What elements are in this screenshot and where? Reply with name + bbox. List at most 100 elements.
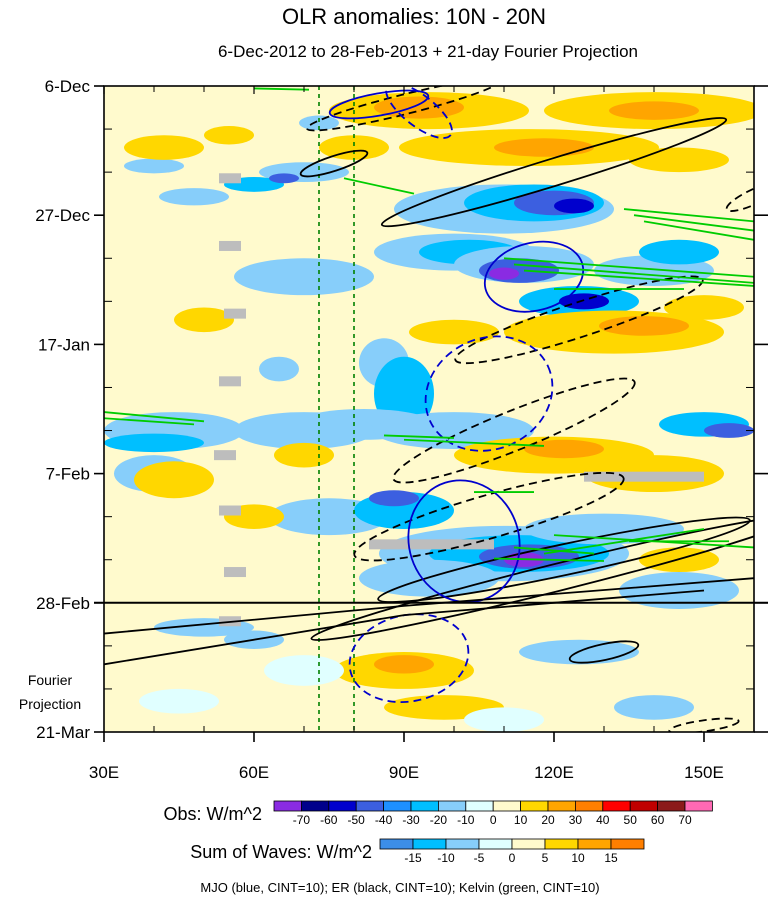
y-tick-label: 7-Feb	[46, 465, 90, 484]
anomaly-patch	[159, 188, 229, 206]
missing-data-patch	[219, 240, 241, 251]
colorbar-swatch	[684, 800, 713, 812]
colorbar-swatch	[610, 838, 645, 850]
kelvin-contour	[383, 434, 455, 439]
er-contour	[725, 181, 754, 212]
anomaly-patch	[409, 319, 499, 345]
kelvin-contour	[543, 528, 705, 555]
kelvin-contour	[343, 177, 415, 195]
colorbar-tick-label: -5	[474, 851, 485, 865]
colorbar-swatch	[379, 838, 414, 850]
kelvin-contour	[403, 438, 545, 447]
colorbar-swatch	[445, 838, 480, 850]
er-contour	[306, 86, 502, 132]
kelvin-contour	[523, 269, 754, 287]
kelvin-contour	[493, 557, 605, 562]
y-axis: 6-Dec 27-Dec 17-Jan 7-Feb 28-Feb 21-Mar	[35, 77, 768, 742]
colorbar-swatch	[629, 800, 659, 812]
missing-data-patch	[219, 173, 241, 184]
colorbar-tick-label: 30	[569, 813, 583, 827]
projection-label-line-2: Projection	[19, 696, 81, 712]
missing-data-patch	[219, 376, 241, 387]
kelvin-contour	[513, 263, 754, 284]
anomaly-patch	[489, 267, 519, 280]
anomaly-patch	[614, 695, 694, 720]
colorbar-swatch	[547, 800, 576, 812]
colorbar-tick-label: -10	[457, 813, 475, 827]
er-contour	[299, 149, 369, 178]
colorbar-tick-label: 20	[541, 813, 555, 827]
x-tick-label: 150E	[684, 763, 724, 782]
colorbar-tick-label: 0	[490, 813, 497, 827]
anomaly-patch	[204, 125, 254, 145]
colorbar-swatch	[300, 800, 330, 812]
anomaly-patch	[269, 173, 299, 184]
anomaly-patch	[174, 307, 234, 333]
waves-legend-label: Sum of Waves: W/m^2	[190, 842, 372, 862]
colorbar-tick-label: 10	[514, 813, 528, 827]
kelvin-contour	[503, 257, 754, 278]
plot-frame	[103, 85, 755, 733]
anomaly-patch	[259, 356, 299, 382]
colorbar-tick-label: -60	[320, 813, 338, 827]
missing-data-patch	[224, 567, 246, 578]
anomaly-patch	[664, 295, 744, 320]
er-contour	[392, 377, 636, 484]
er-contour	[310, 515, 754, 641]
kelvin-contour	[104, 411, 205, 423]
anomaly-patch	[704, 423, 754, 438]
colorbar-swatch	[520, 800, 549, 812]
anomaly-patch	[139, 688, 219, 714]
mjo-contour	[328, 89, 430, 120]
er-contour	[353, 471, 625, 562]
y-tick-label: 17-Jan	[38, 335, 90, 354]
er-contour	[377, 516, 751, 603]
anomaly-patch	[274, 442, 334, 468]
anomaly-patch	[234, 258, 374, 296]
colorbar-swatch	[410, 800, 439, 812]
colorbar-tick-label: 60	[651, 813, 665, 827]
colorbar-tick-label: 70	[678, 813, 692, 827]
colorbar-swatch	[544, 838, 579, 850]
mjo-contour	[348, 613, 470, 704]
colorbar-tick-label: 50	[624, 813, 638, 827]
colorbar-swatch	[328, 800, 357, 812]
colorbar-tick-label: 0	[509, 851, 516, 865]
anomaly-patch	[124, 135, 204, 160]
er-contour	[568, 640, 640, 664]
colorbar-tick-label: -70	[293, 813, 311, 827]
plot-area	[104, 86, 754, 732]
colorbar-swatch	[602, 800, 631, 812]
contour-footer: MJO (blue, CINT=10); ER (black, CINT=10)…	[200, 880, 599, 895]
colorbar-tick-label: 40	[596, 813, 610, 827]
projection-label-line-1: Fourier	[28, 672, 73, 688]
missing-data-patch	[219, 505, 241, 516]
y-tick-label: 6-Dec	[45, 77, 91, 96]
chart-subtitle: 6-Dec-2012 to 28-Feb-2013 + 21-day Fouri…	[218, 42, 638, 61]
colorbar-swatch	[575, 800, 604, 812]
er-contour	[668, 717, 740, 732]
obs-colorbar: -70 -60 -50 -40 -30 -20 -10 0 10 20 30 40 50 60 70	[273, 800, 713, 827]
kelvin-contour	[513, 546, 595, 555]
kelvin-contour	[643, 220, 754, 241]
er-contour	[104, 589, 705, 666]
y-tick-label: 28-Feb	[36, 594, 90, 613]
colorbar-swatch	[437, 800, 467, 812]
colorbar-tick-label: 15	[604, 851, 618, 865]
x-tick-label: 60E	[239, 763, 269, 782]
er-contour	[104, 577, 754, 635]
wave-contours	[104, 86, 754, 732]
colorbar-tick-label: -50	[348, 813, 366, 827]
colorbar-tick-label: -20	[430, 813, 448, 827]
y-tick-label: 21-Mar	[36, 723, 90, 742]
missing-data-patch	[224, 308, 246, 319]
anomaly-patch	[124, 158, 184, 174]
colorbar-tick-label: -10	[437, 851, 455, 865]
kelvin-contour	[623, 208, 754, 223]
er-contour	[380, 117, 728, 228]
anomaly-patch	[609, 101, 699, 120]
chart-title: OLR anomalies: 10N - 20N	[282, 4, 546, 29]
colorbar-swatch	[465, 800, 494, 812]
colorbar-swatch	[657, 800, 686, 812]
